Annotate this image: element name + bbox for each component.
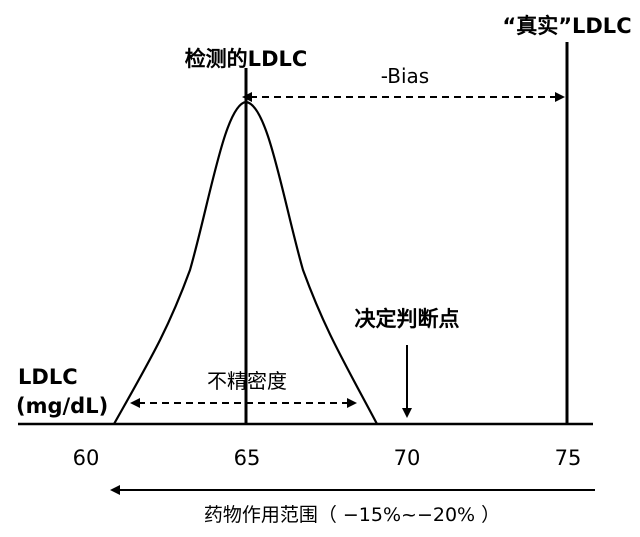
bias-label: -Bias — [381, 64, 429, 88]
cutoff-label: 决定判断点 — [355, 307, 460, 331]
tick-label-65: 65 — [234, 446, 261, 470]
axis-title-unit: (mg/dL) — [16, 394, 108, 418]
measured-ldlc-label: 检测的LDLC — [185, 47, 308, 71]
imprecision-label: 不精密度 — [207, 369, 287, 393]
tick-label-75: 75 — [555, 446, 582, 470]
true-ldlc-label: “真实”LDLC — [502, 14, 631, 38]
drug-range-label: 药物作用范围（ −15%~−20% ） — [204, 504, 500, 526]
tick-label-70: 70 — [394, 446, 421, 470]
axis-title-ldlc: LDLC — [18, 365, 78, 389]
tick-label-60: 60 — [73, 446, 100, 470]
